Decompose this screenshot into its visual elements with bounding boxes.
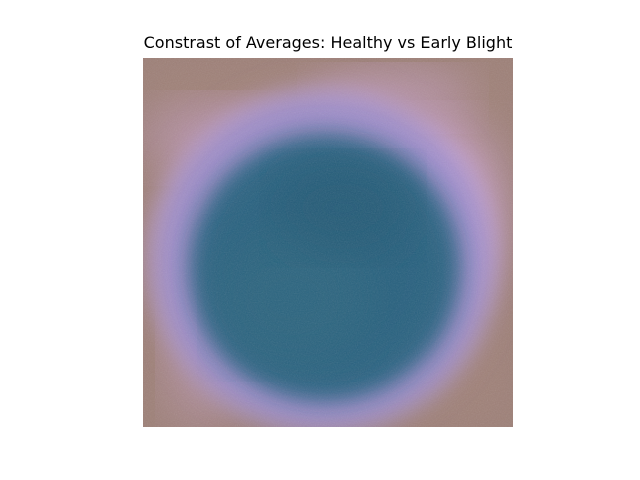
averaged-leaf-image xyxy=(143,58,513,427)
leaf-contrast-image xyxy=(143,58,513,427)
figure-title: Constrast of Averages: Healthy vs Early … xyxy=(143,33,513,52)
